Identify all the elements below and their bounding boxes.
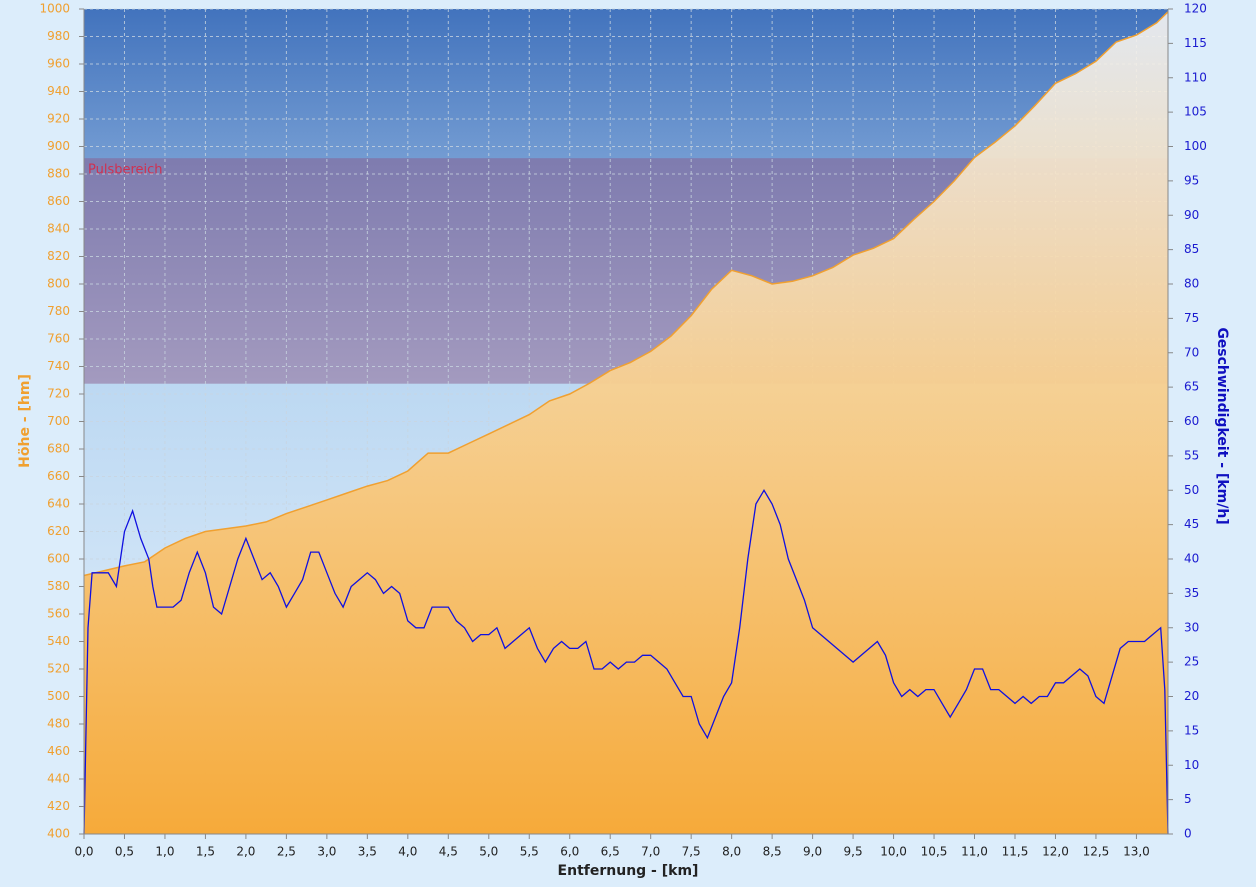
x-tick-label: 6,0 [560, 845, 579, 859]
y2-tick-label: 30 [1184, 620, 1199, 634]
x-tick-label: 13,0 [1123, 845, 1150, 859]
y2-tick-label: 105 [1184, 105, 1207, 119]
y-tick-label: 720 [47, 387, 70, 401]
y2-tick-label: 95 [1184, 173, 1199, 187]
y2-tick-label: 20 [1184, 689, 1199, 703]
x-tick-label: 5,0 [479, 845, 498, 859]
y2-tick-label: 85 [1184, 242, 1199, 256]
y2-tick-label: 5 [1184, 792, 1192, 806]
x-tick-label: 0,5 [115, 845, 134, 859]
y-tick-label: 580 [47, 579, 70, 593]
y-tick-label: 760 [47, 332, 70, 346]
x-tick-label: 12,0 [1042, 845, 1069, 859]
x-tick-label: 11,0 [961, 845, 988, 859]
speed-line [83, 489, 1169, 835]
x-tick-label: 7,0 [641, 845, 660, 859]
y-tick-label: 540 [47, 634, 70, 648]
y-tick-label: 680 [47, 442, 70, 456]
x-tick-label: 10,5 [921, 845, 948, 859]
x-tick-label: 2,5 [277, 845, 296, 859]
y-tick-label: 520 [47, 662, 70, 676]
band-label: Pulsbereich [88, 163, 163, 178]
x-tick-label: 3,5 [358, 845, 377, 859]
y2-tick-label: 0 [1184, 827, 1192, 841]
y2-tick-label: 25 [1184, 655, 1199, 669]
y-tick-label: 420 [47, 799, 70, 813]
elevation-area [84, 11, 1168, 835]
y2-axis-title: Geschwindigkeit - [km/h] [1214, 327, 1230, 524]
y-tick-label: 460 [47, 744, 70, 758]
y-tick-label: 880 [47, 167, 70, 181]
y2-tick-label: 45 [1184, 517, 1199, 531]
x-tick-label: 11,5 [1002, 845, 1029, 859]
y-tick-label: 1000 [39, 2, 70, 16]
y-tick-label: 800 [47, 277, 70, 291]
x-tick-label: 1,5 [196, 845, 215, 859]
x-tick-label: 7,5 [682, 845, 701, 859]
y-tick-label: 400 [47, 827, 70, 841]
x-tick-label: 1,0 [155, 845, 174, 859]
y2-tick-label: 60 [1184, 414, 1199, 428]
y-tick-label: 620 [47, 524, 70, 538]
y2-tick-label: 90 [1184, 208, 1199, 222]
y-tick-label: 860 [47, 194, 70, 208]
x-axis-title: Entfernung - [km] [558, 863, 699, 879]
x-tick-label: 6,5 [601, 845, 620, 859]
y-tick-label: 920 [47, 112, 70, 126]
y-tick-label: 940 [47, 84, 70, 98]
x-tick-label: 0,0 [74, 845, 93, 859]
x-tick-label: 4,5 [439, 845, 458, 859]
y-tick-label: 660 [47, 469, 70, 483]
x-tick-label: 9,0 [803, 845, 822, 859]
y2-tick-label: 40 [1184, 552, 1199, 566]
y2-tick-label: 70 [1184, 345, 1199, 359]
y-tick-label: 900 [47, 139, 70, 153]
y2-tick-label: 10 [1184, 758, 1199, 772]
y2-tick-label: 35 [1184, 586, 1199, 600]
x-tick-label: 4,0 [398, 845, 417, 859]
x-tick-label: 12,5 [1083, 845, 1110, 859]
y-tick-label: 980 [47, 29, 70, 43]
y2-tick-label: 110 [1184, 70, 1207, 84]
y-axis-title: Höhe - [hm] [17, 374, 33, 468]
y2-tick-label: 50 [1184, 483, 1199, 497]
y2-tick-label: 75 [1184, 311, 1199, 325]
y-tick-label: 820 [47, 249, 70, 263]
elevation-line [83, 11, 1169, 577]
y-tick-label: 640 [47, 497, 70, 511]
x-tick-label: 9,5 [844, 845, 863, 859]
x-tick-label: 2,0 [236, 845, 255, 859]
x-tick-label: 10,0 [880, 845, 907, 859]
y2-tick-label: 65 [1184, 380, 1199, 394]
x-tick-label: 8,5 [763, 845, 782, 859]
x-tick-label: 8,0 [722, 845, 741, 859]
y-tick-label: 560 [47, 607, 70, 621]
y-tick-label: 740 [47, 359, 70, 373]
y2-tick-label: 120 [1184, 2, 1207, 16]
y-tick-label: 780 [47, 304, 70, 318]
y-tick-label: 440 [47, 772, 70, 786]
y-tick-label: 600 [47, 552, 70, 566]
y2-tick-label: 115 [1184, 36, 1207, 50]
y-tick-label: 700 [47, 414, 70, 428]
y-tick-label: 480 [47, 717, 70, 731]
x-tick-label: 5,5 [520, 845, 539, 859]
y2-tick-label: 55 [1184, 448, 1199, 462]
y2-tick-label: 15 [1184, 723, 1199, 737]
y-tick-label: 960 [47, 57, 70, 71]
y2-tick-label: 100 [1184, 139, 1207, 153]
y-tick-label: 500 [47, 689, 70, 703]
y2-tick-label: 80 [1184, 277, 1199, 291]
y-tick-label: 840 [47, 222, 70, 236]
x-tick-label: 3,0 [317, 845, 336, 859]
